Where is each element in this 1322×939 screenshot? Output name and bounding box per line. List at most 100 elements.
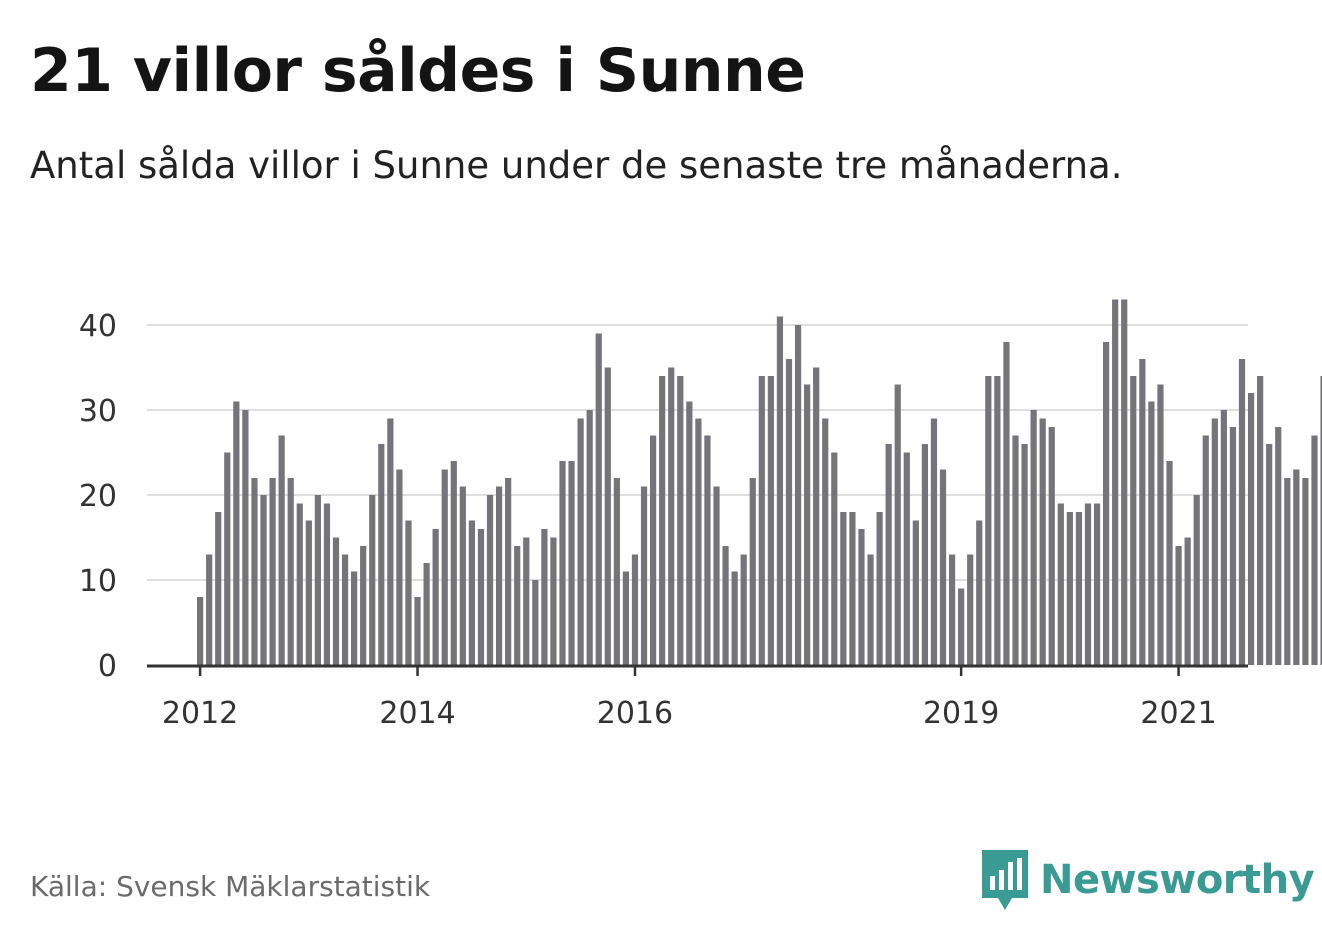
bar [396,469,403,665]
bar [1275,427,1282,665]
bar [1139,359,1146,665]
bar [1039,418,1046,665]
bar [631,554,639,665]
bar [1238,359,1246,665]
bar [486,495,494,665]
bar [994,376,1001,665]
bar [378,444,385,665]
bar [550,537,557,665]
bar [1293,469,1300,665]
bar [731,571,738,665]
y-tick-label: 20 [79,479,117,514]
bar [1075,512,1083,665]
bar [505,478,512,665]
bar [967,554,974,665]
bar [722,546,729,665]
bar [595,333,602,665]
bar [1320,376,1322,665]
bar [224,452,231,665]
bar [305,520,312,665]
bar [351,571,358,665]
bar [686,401,693,665]
bar [604,367,611,665]
bar [921,444,928,665]
x-tick-label: 2014 [379,696,455,731]
bar [713,486,720,665]
bar [360,546,367,665]
bar [1057,503,1064,665]
bar [1084,503,1092,665]
bar [840,512,847,665]
bar [405,520,412,665]
bar [432,529,439,665]
bar [251,478,258,665]
bar [1112,299,1119,665]
bar [1247,393,1255,665]
bar [387,418,394,665]
bar [1184,537,1191,665]
bar [894,384,901,665]
bar [1066,512,1073,665]
bar [613,478,620,665]
bar [1257,376,1264,665]
bar [495,486,503,665]
x-tick-label: 2021 [1140,696,1216,731]
brand-name: Newsworthy [1040,857,1315,903]
bar [976,520,983,665]
bar [1121,299,1128,665]
bar [323,503,331,665]
bar [1220,410,1227,665]
bar [586,410,593,665]
bar [668,367,675,665]
bar [1148,401,1155,665]
bar [278,435,285,665]
bar [269,478,276,665]
bar [794,325,802,665]
bar [958,588,965,665]
bar [332,537,340,665]
bar [640,486,648,665]
bar [867,554,874,665]
bar [523,537,530,665]
bar [985,376,992,665]
bar [813,367,820,665]
bar [659,376,666,665]
bar [912,520,919,665]
bar [858,529,865,665]
bar [514,546,521,665]
bar [1166,461,1173,665]
bar [939,469,947,665]
bar [930,418,938,665]
y-tick-label: 40 [79,309,117,344]
bar [704,435,711,665]
bar [314,495,321,665]
bar [948,554,956,665]
bar [849,512,856,665]
bar [650,435,657,665]
bar [804,384,811,665]
bar [1211,418,1218,665]
bar [215,512,222,665]
bar [559,461,566,665]
bar [876,512,883,665]
chart-title: 21 villor såldes i Sunne [30,36,806,106]
bar [1048,427,1055,665]
bar [740,554,747,665]
bar [1284,478,1291,665]
bar [1193,495,1200,665]
bar [369,495,376,665]
bar [1103,342,1110,665]
bar [758,376,765,665]
bar-chart-pin-icon [982,850,1028,910]
chart-subtitle: Antal sålda villor i Sunne under de sena… [30,144,1123,187]
bar [1266,444,1273,665]
bar [885,444,892,665]
bar [785,359,793,665]
x-tick-label: 2019 [923,696,999,731]
y-tick-label: 0 [98,649,117,684]
bar [776,316,784,665]
bar [568,461,575,665]
bar [822,418,829,665]
bar [677,376,684,665]
bar [197,597,204,665]
